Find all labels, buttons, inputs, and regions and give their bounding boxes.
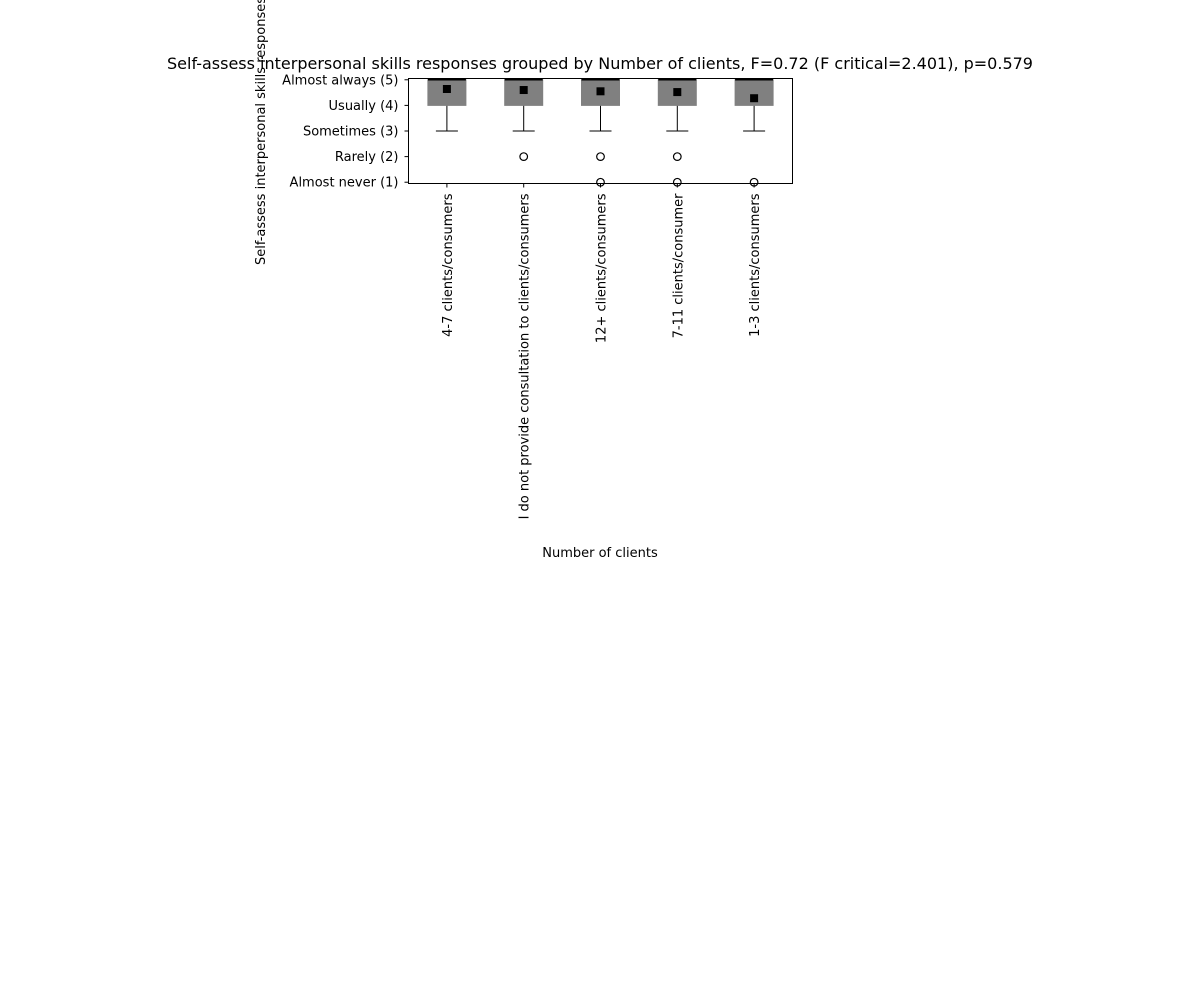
mean-marker (673, 88, 682, 97)
y-axis-label: Self-assess interpersonal skills respons… (254, 0, 269, 265)
y-tick-label: Sometimes (3) (303, 125, 399, 140)
outlier-point (672, 177, 682, 187)
chart-title: Self-assess interpersonal skills respons… (167, 54, 1033, 73)
box-group (734, 79, 774, 187)
x-tick-label: 1-3 clients/consumers (748, 193, 763, 337)
x-tick-label: 12+ clients/consumers (595, 193, 610, 343)
x-tick-label: 7-11 clients/consumer (671, 193, 686, 339)
outlier-point (596, 152, 605, 162)
y-axis: Almost always (5) Usually (4) Sometimes (3… (282, 73, 409, 191)
x-tick-label: I do not provide consultation to clients… (518, 193, 533, 519)
x-axis-label: Number of clients (542, 546, 658, 561)
box-group (657, 79, 697, 187)
y-tick-label: Almost always (5) (282, 73, 398, 88)
mean-marker (519, 86, 528, 95)
x-axis: 4-7 clients/consumers I do not provide co… (441, 183, 763, 519)
outlier-point (519, 152, 529, 162)
box-group (581, 79, 620, 187)
x-tick-label: 4-7 clients/consumers (441, 193, 456, 337)
outlier-point (672, 152, 682, 162)
box-series (427, 79, 774, 187)
mean-marker (596, 87, 605, 96)
mean-marker (442, 85, 451, 93)
y-tick-label: Almost never (1) (290, 176, 399, 191)
outlier-point (596, 177, 605, 187)
box-group (504, 79, 544, 162)
box-group (427, 79, 467, 132)
mean-marker (750, 94, 759, 103)
y-tick-label: Rarely (2) (335, 150, 399, 165)
y-tick-label: Usually (4) (329, 99, 399, 114)
outlier-point (749, 177, 759, 187)
